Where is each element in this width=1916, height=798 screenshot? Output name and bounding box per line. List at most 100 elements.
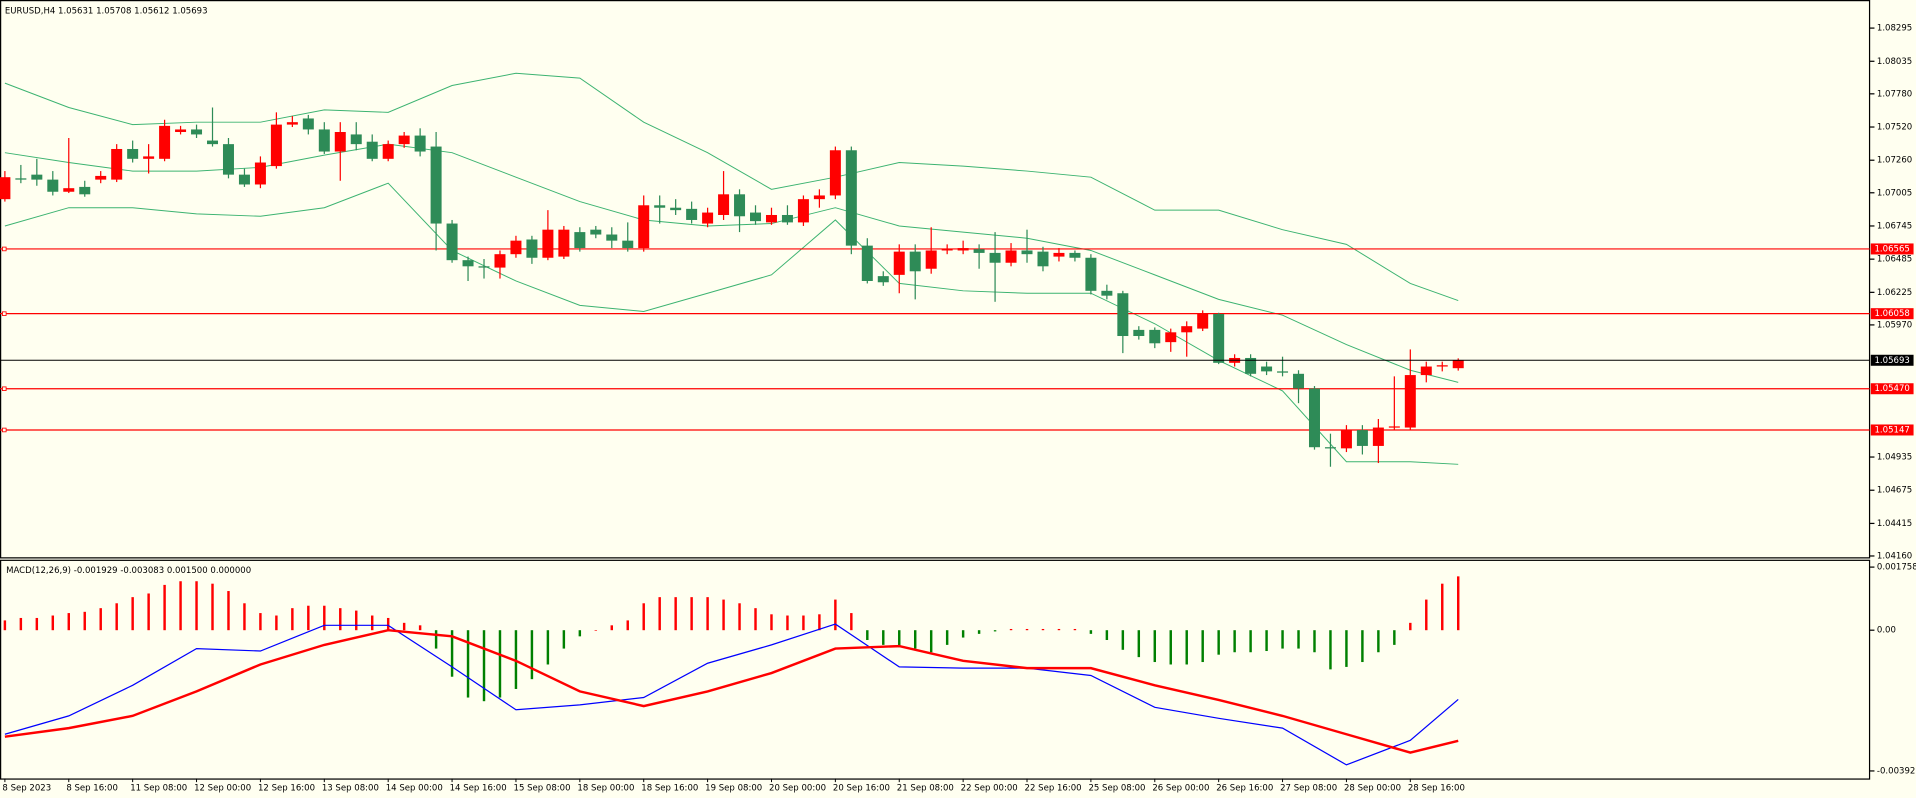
candle-body (1181, 326, 1193, 333)
candle-body (957, 248, 969, 251)
macd-histogram-bar (323, 605, 326, 631)
candle-body (861, 245, 873, 281)
x-tick-label: 8 Sep 2023 (2, 784, 51, 794)
candle-body (845, 150, 857, 246)
candle-body (638, 205, 650, 249)
candle-body (270, 124, 282, 167)
candle-body (1245, 357, 1257, 374)
x-tick-label: 21 Sep 08:00 (897, 784, 954, 794)
macd-histogram-bar (1457, 576, 1460, 631)
macd-histogram-bar (866, 630, 869, 640)
x-tick-label: 20 Sep 00:00 (769, 784, 826, 794)
x-tick-label: 28 Sep 16:00 (1408, 784, 1465, 794)
candle-body (1197, 313, 1209, 329)
x-tick-label: 11 Sep 08:00 (130, 784, 187, 794)
level-label: 1.05147 (1875, 425, 1910, 435)
y-tick-label: 1.08035 (1877, 57, 1912, 67)
candle-body (1261, 366, 1273, 372)
macd-histogram-bar (83, 611, 86, 631)
candle-body (750, 212, 762, 222)
y-tick-label: 1.04160 (1877, 551, 1912, 561)
candle-body (909, 251, 921, 272)
x-tick-label: 14 Sep 00:00 (386, 784, 443, 794)
candle-body (686, 208, 698, 220)
candle-body (79, 186, 91, 195)
level-marker (2, 386, 7, 391)
x-tick-label: 18 Sep 16:00 (641, 784, 698, 794)
macd-histogram-bar (562, 630, 566, 649)
candle-body (430, 146, 442, 224)
candle-body (95, 175, 107, 180)
level-label-box (1870, 243, 1914, 255)
macd-histogram-bar (1409, 622, 1412, 631)
macd-histogram-bar (1201, 630, 1204, 663)
y-tick-label: 0.00 (1877, 626, 1896, 636)
macd-histogram-bar (1281, 630, 1284, 649)
candle-body (1356, 430, 1368, 446)
candle-body (654, 205, 666, 208)
current-price-label: 1.05693 (1875, 356, 1910, 366)
candle-body (382, 144, 394, 159)
candle-body (1277, 371, 1289, 373)
candle-body (590, 229, 602, 235)
macd-histogram-bar (993, 630, 997, 632)
candle-body (1165, 332, 1177, 343)
candle-body (238, 174, 250, 185)
candle-body (63, 188, 75, 192)
candle-body (1420, 366, 1432, 376)
macd-histogram-bar (482, 630, 486, 702)
candle-body (31, 174, 43, 180)
candle-body (606, 234, 618, 241)
x-tick-label: 12 Sep 16:00 (258, 784, 315, 794)
candle-body (302, 118, 314, 130)
candle-body (813, 195, 825, 200)
macd-histogram-bar (818, 614, 821, 631)
candle-body (622, 240, 634, 249)
macd-histogram-bar (339, 608, 342, 631)
candle-body (254, 162, 266, 185)
candle-body (318, 129, 330, 152)
candle-body (1372, 427, 1384, 446)
macd-header: MACD(12,26,9) -0.001929 -0.003083 0.0015… (6, 566, 251, 576)
candle-body (1213, 313, 1225, 363)
macd-histogram-bar (498, 630, 502, 698)
macd-histogram-bar (1361, 630, 1364, 663)
macd-histogram-bar (99, 608, 102, 631)
macd-histogram-bar (1345, 630, 1348, 667)
y-tick-label: 1.08295 (1877, 24, 1912, 34)
macd-histogram-bar (211, 583, 214, 631)
macd-histogram-bar (1217, 630, 1220, 655)
candle-body (829, 150, 841, 196)
candle-body (893, 251, 905, 275)
macd-histogram-bar (658, 597, 661, 631)
candle-body (159, 125, 171, 159)
macd-histogram-bar (1185, 630, 1188, 665)
candle-body (526, 239, 538, 258)
macd-histogram-bar (418, 625, 422, 631)
candle-body (286, 122, 298, 125)
macd-histogram-bar (786, 615, 789, 631)
macd-histogram-bar (530, 630, 534, 680)
macd-histogram-bar (1137, 630, 1141, 658)
macd-histogram-bar (898, 630, 901, 648)
candle-body (462, 260, 474, 267)
y-tick-label: 1.07260 (1877, 156, 1912, 166)
level-label-box (1870, 424, 1914, 436)
candle-body (989, 252, 1001, 263)
x-tick-label: 20 Sep 16:00 (833, 784, 890, 794)
macd-histogram-bar (355, 610, 358, 631)
macd-histogram-bar (35, 617, 39, 631)
level-label: 1.05470 (1875, 384, 1910, 394)
candle-body (366, 141, 378, 159)
macd-histogram-bar (243, 603, 246, 631)
level-label: 1.06058 (1875, 309, 1910, 319)
macd-histogram-bar (115, 603, 118, 631)
macd-histogram-bar (434, 630, 438, 649)
candle-body (1021, 250, 1033, 255)
macd-histogram-bar (179, 581, 182, 631)
candle-body (47, 179, 59, 192)
bollinger-band (4, 182, 1459, 465)
candle-body (1340, 430, 1352, 449)
macd-histogram-bar (546, 630, 550, 665)
